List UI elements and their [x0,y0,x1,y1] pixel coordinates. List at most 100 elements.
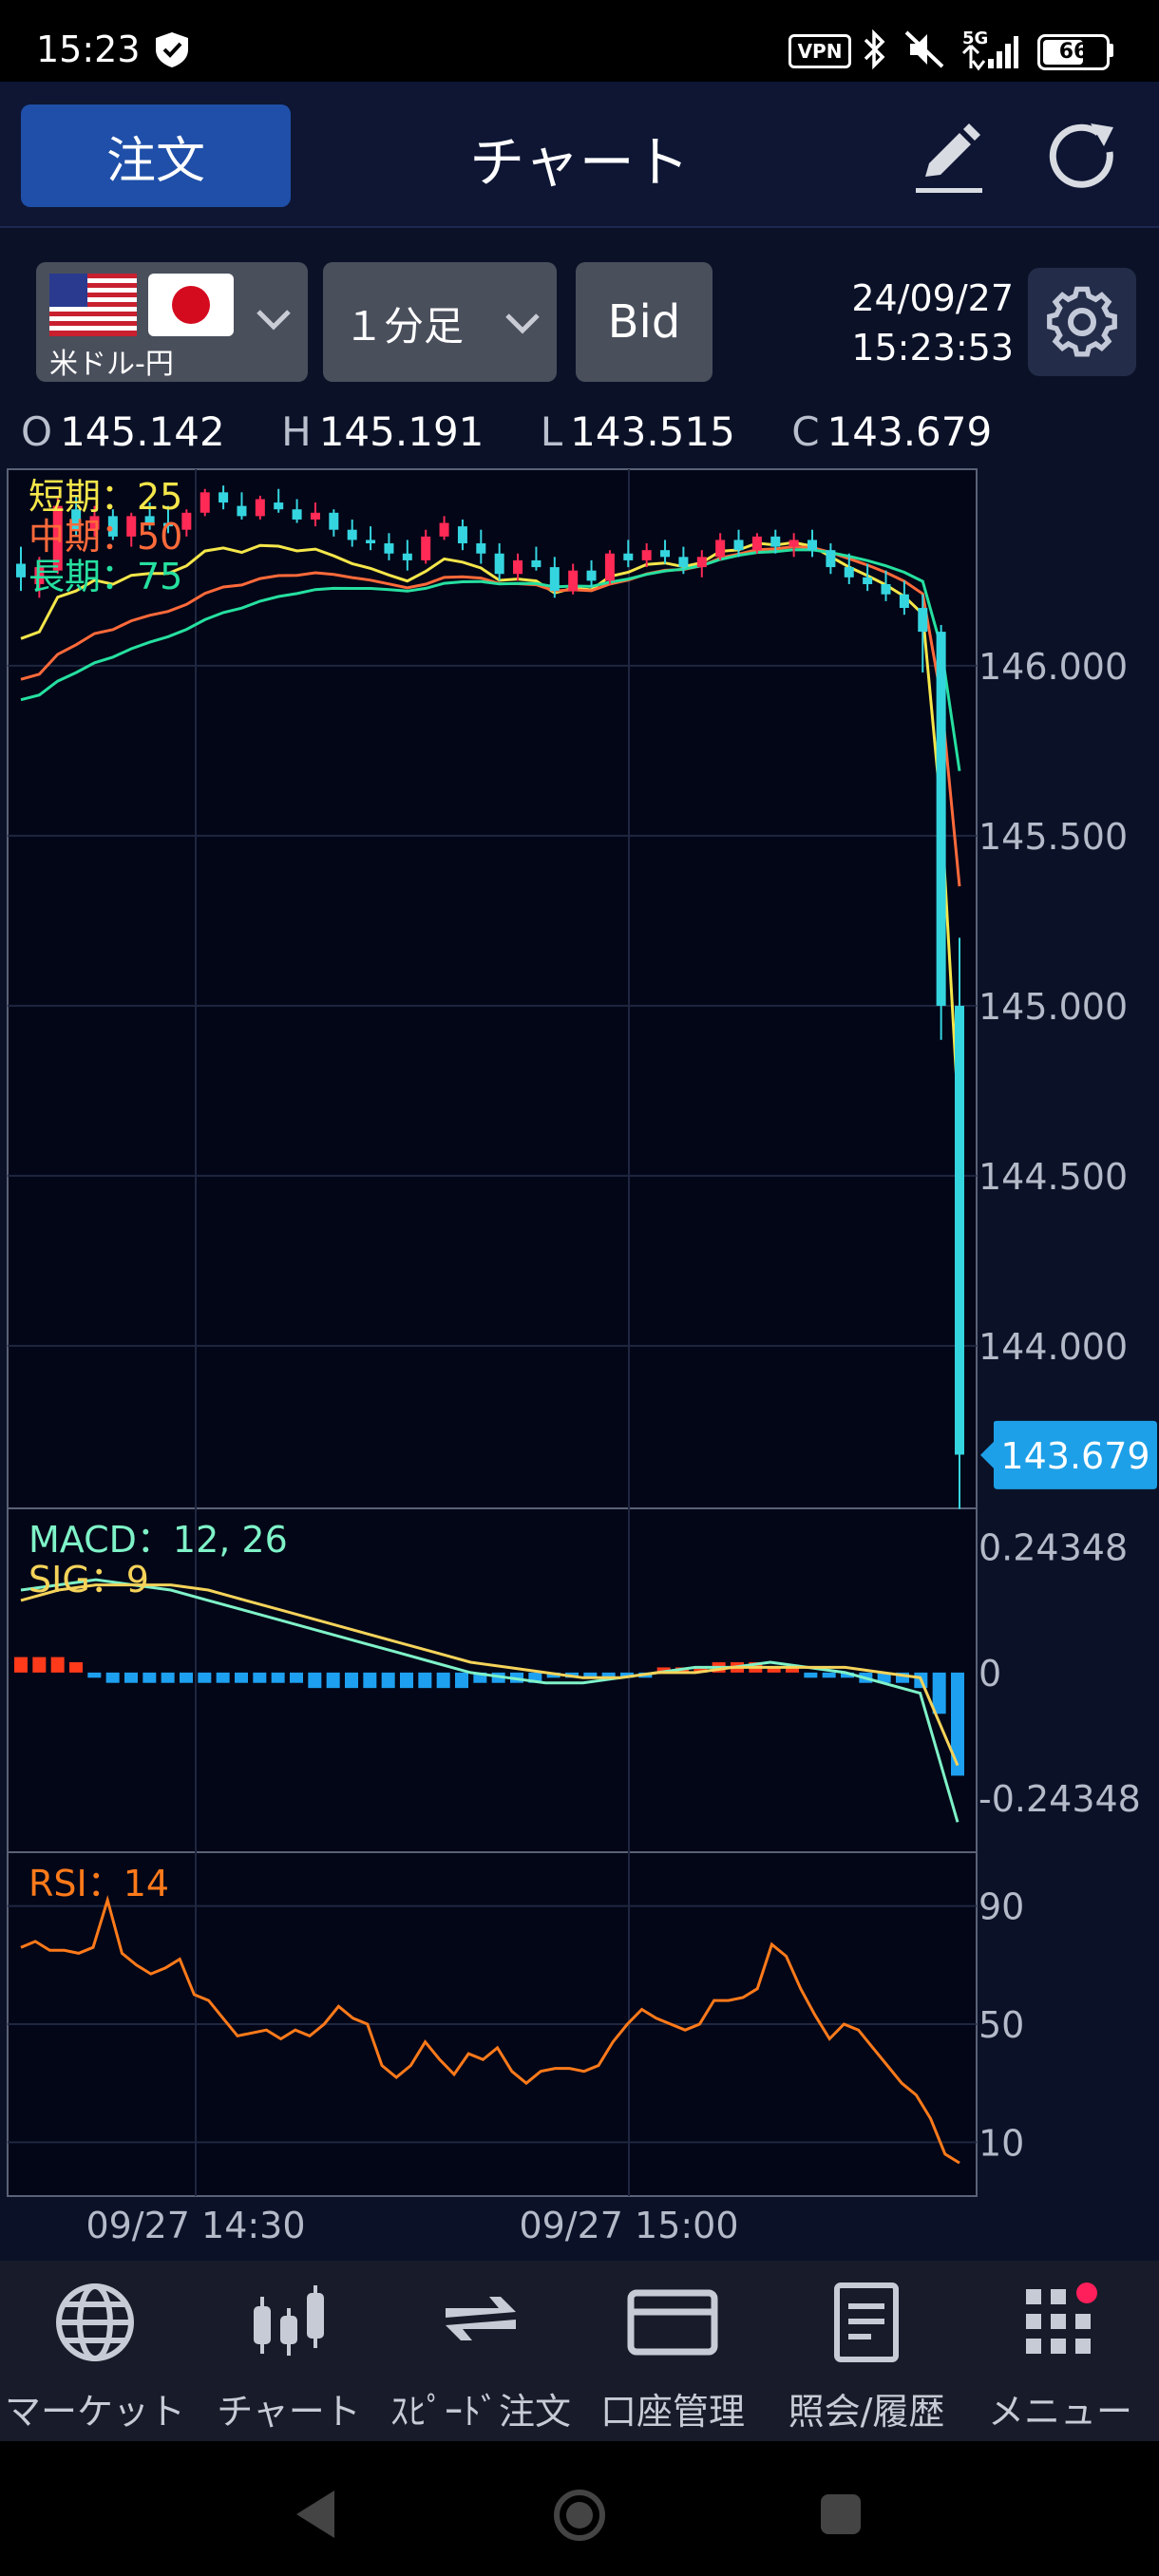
candle [641,550,652,560]
candle [494,553,504,575]
nav-label: メニュー [987,2391,1132,2433]
y-tick-label: 90 [978,1886,1024,1928]
close-label: C [791,408,820,455]
mute-icon [904,30,944,68]
macd-histogram-bar [804,1672,818,1678]
swap-arrows-icon [446,2297,516,2340]
ma-legend-label: 短期：25 [28,476,182,518]
candle [936,632,946,1006]
candle [107,516,118,537]
chevron-down-icon [505,313,540,334]
candle [274,502,284,510]
pair-label: 米ドル-円 [49,348,174,381]
candle [366,540,376,544]
candle [678,557,689,568]
chart-canvas[interactable]: 146.000 145.500 145.000 144.500 144.000 短期：25… [0,465,1159,2261]
refresh-icon[interactable] [1043,118,1123,198]
macd-histogram-bar [105,1672,120,1683]
macd-legend-label: MACD：12, 26 [28,1519,288,1561]
nav-market[interactable]: マーケット [0,2280,190,2434]
candle [384,543,394,554]
nav-menu[interactable]: メニュー [965,2280,1155,2434]
rsi-legend-label: RSI：14 [28,1863,169,1904]
y-tick-label: 50 [978,2004,1024,2046]
macd-histogram-bar [694,1667,708,1673]
macd-histogram-bar [767,1667,781,1673]
open-value: 145.142 [60,408,225,455]
candle [71,509,82,530]
candle [826,550,836,568]
nav-history[interactable]: 照会/履歴 [771,2280,961,2434]
candle [218,492,229,503]
candle [531,559,542,568]
candle [863,577,873,584]
candle [237,505,247,517]
status-time: 15:23 [36,28,141,70]
macd-histogram-bar [308,1672,322,1689]
candle [181,512,192,530]
low-value: 143.515 [570,408,735,455]
chart-settings-button[interactable] [1028,268,1136,376]
page-title: チャート [469,130,690,195]
candle [476,543,486,554]
candle [788,540,799,547]
candle [421,536,431,560]
macd-histogram-bar [124,1672,138,1683]
candle [881,583,891,595]
bottom-navigation [0,2261,1159,2441]
currency-pair-selector[interactable]: 米ドル-円 [36,262,308,382]
candle [162,522,173,527]
chart-time: 15:23:53 [851,327,1014,369]
battery-icon: 66 [1037,34,1110,70]
candle [347,529,357,540]
battery-tip [1108,44,1113,57]
nav-chart[interactable]: チャート [194,2280,384,2434]
macd-histogram-bar [235,1672,248,1683]
candle [808,540,818,551]
macd-histogram-bar [87,1672,102,1678]
candle [144,516,155,523]
order-button[interactable]: 注文 [21,104,291,207]
ohlc-readout: O 145.142 H 145.191 L 143.515 C 143.679 [21,408,1036,455]
y-tick-label: 145.500 [978,816,1128,858]
chart-area[interactable]: 146.000 145.500 145.000 144.500 144.000 短期：25… [0,465,1159,2261]
candle [955,1005,964,1455]
jp-flag-icon [148,274,234,336]
home-icon[interactable] [551,2487,608,2544]
ma-legend-label: 中期：50 [28,516,182,558]
high-value: 145.191 [318,408,484,455]
candle [660,550,671,558]
macd-histogram-bar [601,1672,616,1678]
x-tick-label: 09/27 14:30 [86,2205,305,2246]
nav-speed-order[interactable]: ｽﾋﾟｰﾄﾞ注文 [386,2280,576,2434]
macd-histogram-bar [400,1672,413,1689]
macd-histogram-bar [528,1672,542,1683]
macd-histogram-bar [877,1672,891,1683]
candle [34,567,45,584]
candle [255,499,265,517]
candle [16,563,26,578]
candlestick-icon [254,2285,324,2356]
macd-histogram-bar [32,1657,47,1673]
low-label: L [540,408,563,455]
candle [310,512,320,520]
recents-icon[interactable] [819,2492,863,2536]
back-icon[interactable] [293,2489,338,2540]
nav-account[interactable]: 口座管理 [578,2280,768,2434]
rsi-line [20,1894,960,2165]
y-tick-label: 0 [978,1653,1001,1695]
last-price-tag [980,1420,1157,1489]
pencil-icon[interactable] [912,122,988,198]
notification-dot [1076,2282,1097,2303]
macd-legend-label: SIG：9 [28,1559,149,1601]
macd-histogram-bar [951,1672,964,1776]
macd-histogram-bar [436,1672,450,1689]
document-icon [834,2282,899,2362]
candle [457,526,467,544]
timeframe-selector[interactable]: １分足 [323,262,557,382]
bid-ask-toggle[interactable]: Bid [576,262,712,382]
candle [918,608,928,633]
candle [52,505,63,571]
macd-histogram-bar [473,1672,487,1683]
signal-5g-icon [961,36,1018,71]
